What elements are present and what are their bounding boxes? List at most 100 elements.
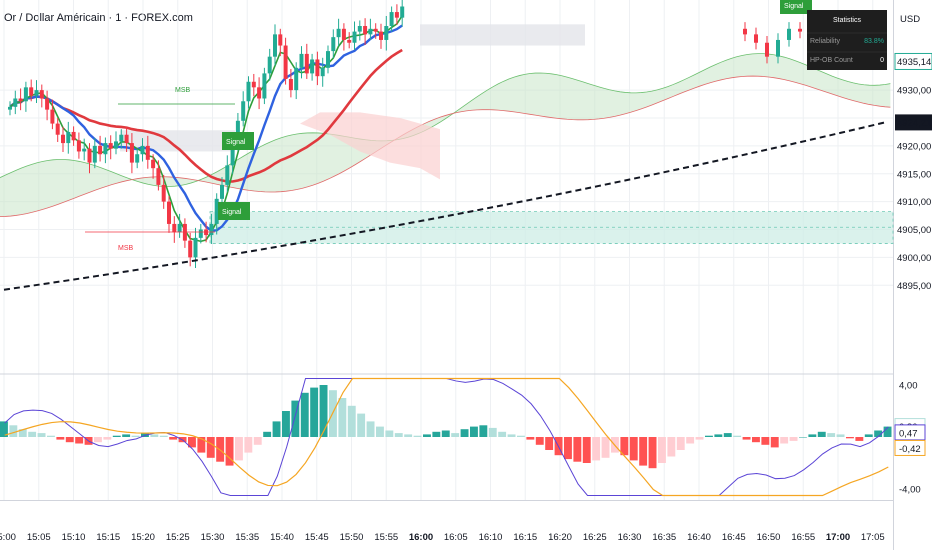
macd-histogram-bar (300, 392, 309, 437)
macd-histogram-bar (874, 430, 883, 437)
signal-badge (780, 0, 812, 14)
macd-histogram-bar (272, 421, 281, 437)
candle-body (798, 28, 802, 32)
macd-histogram-bar (75, 437, 84, 444)
macd-histogram-bar (112, 435, 121, 437)
candle-body (294, 67, 299, 91)
candle-body (262, 73, 267, 99)
candle-body (108, 143, 113, 149)
supply-zone-box (420, 24, 585, 46)
macd-histogram-bar (319, 385, 328, 437)
macd-histogram-bar (131, 435, 140, 437)
macd-histogram-bar (310, 387, 319, 437)
time-tick-label: 15:45 (305, 532, 329, 543)
macd-histogram-bar (695, 437, 704, 440)
candle-body (198, 229, 203, 238)
macd-histogram-bar (629, 437, 638, 461)
highlight-price-text: 4935,14 (897, 57, 931, 68)
macd-histogram-bar (883, 426, 892, 437)
time-tick-label: 16:45 (722, 532, 746, 543)
macd-histogram-bar (846, 437, 854, 439)
macd-histogram-bar (37, 433, 46, 437)
macd-histogram-bar (780, 437, 789, 444)
macd-histogram-bar (686, 437, 695, 444)
candle-body (114, 141, 118, 149)
candle-body (177, 223, 182, 233)
time-tick-label: 15:00 (0, 532, 16, 543)
macd-histogram-bar (291, 400, 300, 437)
macd-histogram-bar (28, 431, 37, 437)
macd-histogram-bar (347, 405, 356, 437)
macd-histogram-bar (460, 429, 469, 437)
candle-body (23, 87, 28, 102)
candle-body (373, 28, 378, 32)
macd-tick-label: -4,00 (899, 485, 921, 496)
chart-title: Or / Dollar Américain · 1 · FOREX.com (4, 12, 193, 24)
macd-line-value-badge (894, 424, 926, 441)
candle-body (76, 140, 81, 152)
time-tick-label: 15:50 (340, 532, 364, 543)
candle-body (235, 120, 240, 141)
macd-histogram-bar (789, 437, 798, 441)
candle-body (172, 223, 177, 233)
statistics-panel: Statistics Reliability 83.8% HP-OB Count 0 (807, 10, 887, 70)
macd-histogram-bar (855, 437, 864, 441)
candle-body (87, 148, 92, 163)
time-tick-label: 16:20 (548, 532, 572, 543)
macd-histogram-bar (479, 425, 488, 437)
msb-label-top: MSB (175, 87, 191, 94)
currency-label: USD (900, 14, 920, 25)
candle-body (66, 131, 71, 144)
time-tick-label: 17:05 (861, 532, 885, 543)
macd-histogram-bar (376, 426, 384, 437)
macd-tick-label: 4,00 (899, 381, 918, 392)
candle-body (384, 26, 389, 40)
candle-body (98, 145, 103, 155)
macd-histogram-bar (808, 434, 817, 437)
macd-histogram-bar (357, 413, 366, 437)
macd-histogram-bar (150, 434, 159, 437)
macd-histogram-bar (413, 435, 422, 437)
candle-body (193, 237, 198, 258)
candle-body (161, 184, 166, 202)
cloud-span-a (0, 53, 891, 187)
time-tick-label: 16:15 (513, 532, 537, 543)
signal-text: Signal (226, 139, 246, 146)
time-tick-label: 15:05 (27, 532, 51, 543)
macd-histogram-bar (526, 437, 535, 440)
candle-body (315, 59, 320, 77)
time-tick-label: 15:15 (96, 532, 120, 543)
candle-body (394, 12, 399, 18)
macd-histogram-bar (742, 437, 751, 440)
candle-body (156, 168, 161, 185)
macd-histogram-bar (817, 431, 826, 437)
macd-histogram-bar (648, 437, 657, 469)
macd-histogram-bar (620, 437, 629, 456)
candle-body (347, 39, 352, 43)
time-tick-label: 16:30 (618, 532, 642, 543)
price-tick-label: 4895,00 (897, 281, 931, 292)
candle-body (220, 184, 224, 199)
signal-line-value-badge (894, 439, 926, 456)
candle-body (230, 140, 235, 166)
macd-histogram-bar (517, 435, 525, 437)
macd-histogram-bar (498, 431, 507, 437)
candle-body (214, 198, 219, 224)
candle-body (310, 59, 315, 74)
candle-body (787, 28, 791, 40)
candle-body (288, 78, 293, 91)
candle-body (776, 39, 780, 57)
signal-badge (218, 202, 250, 220)
price-tick-label: 4930,00 (897, 86, 931, 97)
candle-body (299, 53, 304, 68)
macd-histogram-bar (470, 426, 478, 437)
stats-row-value: 0 (880, 57, 884, 64)
time-tick-label: 15:35 (235, 532, 259, 543)
price-tick-label: 4920,00 (897, 141, 931, 152)
macd-histogram-bar (169, 437, 178, 440)
candle-body (39, 90, 44, 99)
highlight-price-badge (894, 52, 932, 70)
time-tick-label: 17:00 (826, 532, 850, 543)
signal-badge (222, 132, 254, 150)
